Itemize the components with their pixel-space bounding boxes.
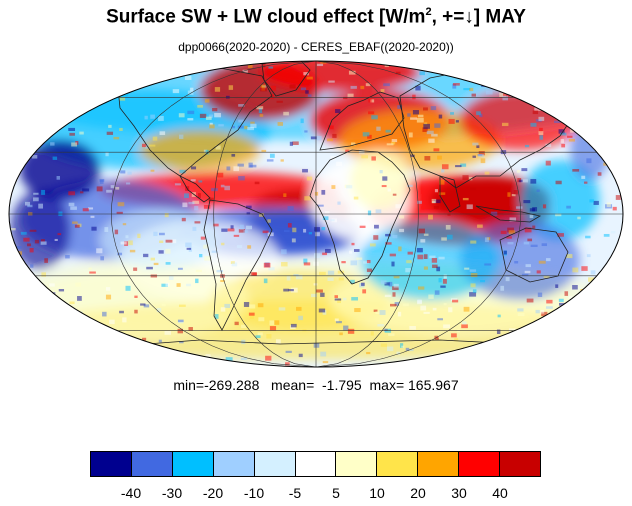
figure-subtitle: dpp0066(2020-2020) - CERES_EBAF((2020-20… xyxy=(178,40,454,54)
colorbar-box xyxy=(500,452,540,476)
colorbar-box xyxy=(91,452,132,476)
colorbar-tick-label: -10 xyxy=(243,485,265,501)
colorbar-tick-label: 20 xyxy=(410,485,426,501)
colorbar-tick-label: 40 xyxy=(492,485,508,501)
colorbar-tick-label: -5 xyxy=(288,485,302,501)
colorbar xyxy=(90,451,541,477)
colorbar-tick-label: -20 xyxy=(202,485,224,501)
graticule xyxy=(9,60,623,368)
colorbar-box xyxy=(172,452,214,476)
figure-title: Surface SW + LW cloud effect [W/m2, +=↓]… xyxy=(106,6,526,28)
colorbar-box xyxy=(459,452,501,476)
colorbar-box xyxy=(377,452,419,476)
colorbar-tick-label: 30 xyxy=(451,485,467,501)
colorbar-tick-label: 10 xyxy=(369,485,385,501)
colorbar-box xyxy=(213,452,255,476)
map-boundary xyxy=(8,60,624,368)
colorbar-tick-label: -30 xyxy=(161,485,183,501)
colorbar-box xyxy=(295,452,337,476)
colorbar-box xyxy=(131,452,173,476)
colorbar-tick-label: 5 xyxy=(332,485,340,501)
colorbar-tick-label: -40 xyxy=(120,485,142,501)
colorbar-box xyxy=(254,452,296,476)
field-statistics: min=-269.288 mean= -1.795 max= 165.967 xyxy=(173,377,459,393)
colorbar-box xyxy=(418,452,460,476)
colorbar-box xyxy=(336,452,378,476)
